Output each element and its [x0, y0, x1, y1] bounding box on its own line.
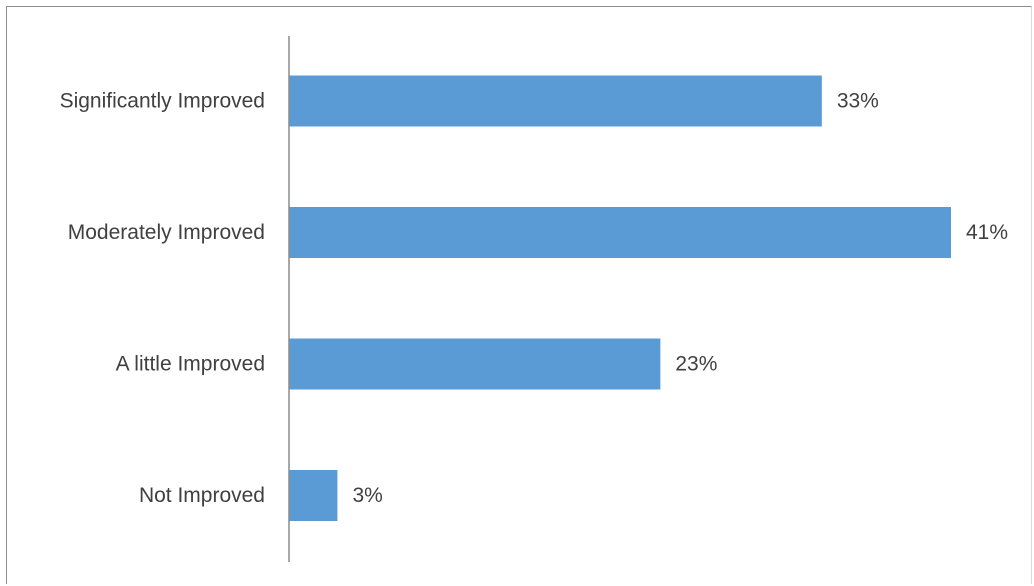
category-label-significantly-improved: Significantly Improved	[60, 90, 265, 113]
category-label-a-little-improved: A little Improved	[116, 353, 265, 376]
category-label-moderately-improved: Moderately Improved	[68, 221, 265, 244]
data-label-moderately-improved: 41%	[966, 221, 1008, 244]
category-labels-group: Significantly Improved Moderately Improve…	[60, 90, 265, 508]
bar-moderately-improved	[289, 207, 951, 258]
bar-significantly-improved	[289, 75, 822, 127]
data-label-not-improved: 3%	[352, 484, 382, 507]
category-label-not-improved: Not Improved	[139, 484, 265, 507]
data-label-significantly-improved: 33%	[837, 90, 879, 113]
bar-a-little-improved	[289, 338, 661, 390]
bars-group	[289, 75, 951, 521]
data-label-a-little-improved: 23%	[675, 353, 717, 376]
data-labels-group: 33% 41% 23% 3%	[352, 90, 1008, 508]
bar-not-improved	[289, 470, 338, 521]
chart-frame	[6, 6, 1032, 584]
